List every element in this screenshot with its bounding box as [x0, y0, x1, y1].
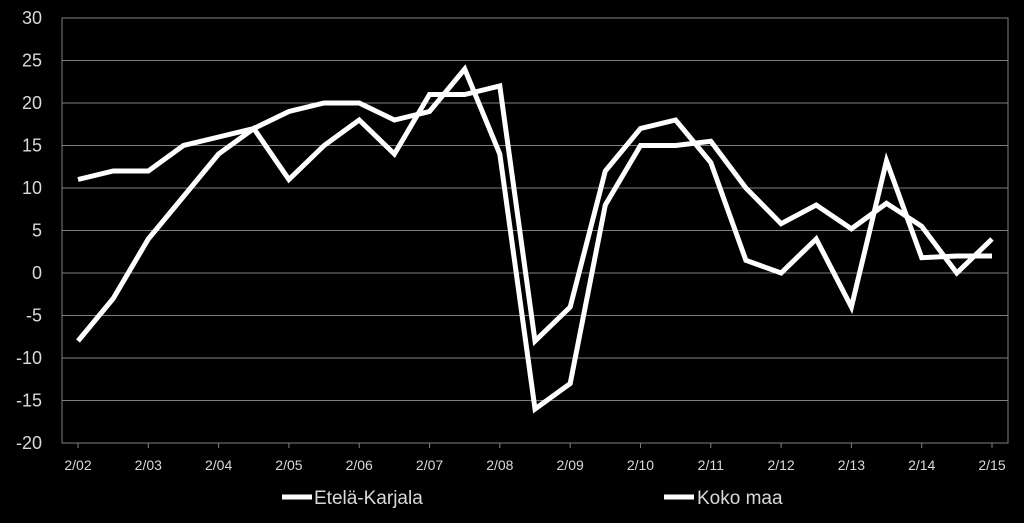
x-tick-label: 2/03 — [135, 457, 162, 473]
y-tick-label: 10 — [22, 178, 42, 198]
x-tick-label: 2/15 — [978, 457, 1005, 473]
x-tick-label: 2/10 — [627, 457, 654, 473]
y-tick-label: 20 — [22, 93, 42, 113]
legend-label: Etelä-Karjala — [314, 488, 423, 509]
series-line-etela-karjala — [76, 82, 992, 347]
y-axis: 30 25 20 15 10 5 0 -5 -10 -15 -20 — [16, 8, 42, 453]
y-tick-label: -15 — [16, 391, 42, 411]
y-tick-label: 15 — [22, 136, 42, 156]
x-tick-label: 2/06 — [346, 457, 373, 473]
x-tick-label: 2/04 — [205, 457, 232, 473]
legend: Etelä-Karjala Koko maa — [282, 488, 783, 509]
x-tick-label: 2/13 — [838, 457, 865, 473]
series-layer — [76, 64, 994, 414]
x-tick-label: 2/08 — [486, 457, 513, 473]
x-tick-label: 2/12 — [767, 457, 794, 473]
x-tick-label: 2/07 — [416, 457, 443, 473]
y-tick-label: 25 — [22, 51, 42, 71]
series-line-koko-maa — [77, 64, 994, 414]
y-tick-label: -20 — [16, 433, 42, 453]
y-tick-label: 5 — [32, 221, 42, 241]
x-tick-label: 2/09 — [557, 457, 584, 473]
grid-layer — [61, 17, 1009, 444]
y-tick-label: 30 — [22, 8, 42, 28]
x-tick-label: 2/05 — [275, 457, 302, 473]
legend-label: Koko maa — [697, 488, 783, 509]
y-tick-label: -5 — [26, 306, 42, 326]
y-tick-label: 0 — [32, 263, 42, 283]
x-axis: 2/02 2/03 2/04 2/05 2/06 2/07 2/08 2/09 2/10 2/11… — [64, 443, 1006, 473]
y-tick-label: -10 — [16, 348, 42, 368]
x-tick-label: 2/02 — [64, 457, 91, 473]
x-tick-label: 2/11 — [698, 457, 724, 473]
x-tick-label: 2/14 — [908, 457, 935, 473]
